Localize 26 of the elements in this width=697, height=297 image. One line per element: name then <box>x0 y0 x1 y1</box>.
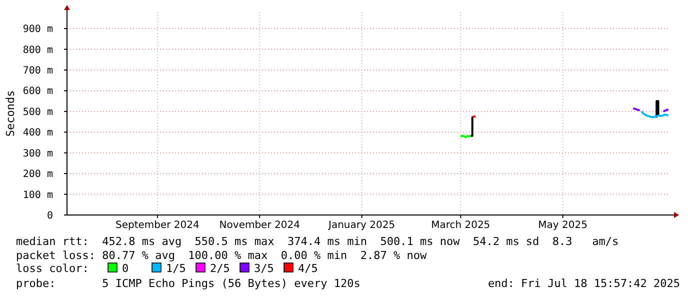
x-tick-label: January 2025 <box>328 220 396 231</box>
legend-label: 1/5 <box>166 262 186 275</box>
x-tick-label: May 2025 <box>538 220 588 231</box>
text: packet loss: 80.77 % avg 100.00 % max 0.00 % min 2.87 % now <box>16 249 427 262</box>
y-tick-label: 800 m <box>22 44 53 56</box>
y-tick-label: 600 m <box>22 86 53 98</box>
legend-label: 3/5 <box>254 262 274 275</box>
x-tick-label: March 2025 <box>431 220 490 231</box>
y-axis-title: Seconds <box>4 90 17 137</box>
text: probe: 5 ICMP Echo Pings (56 Bytes) every 120s <box>16 277 360 290</box>
text: end: Fri Jul 18 15:57:42 2025 <box>488 277 680 290</box>
legend-label: 2/5 <box>210 262 230 275</box>
x-tick-label: September 2024 <box>115 220 200 231</box>
legend-title: loss color: <box>16 262 89 275</box>
y-tick-label: 0 <box>46 210 53 222</box>
y-tick-label: 500 m <box>22 106 53 118</box>
text: median rtt: 452.8 ms avg 550.5 ms max 374.4 ms min 500.1 ms now 54.2 ms sd 8.3 am/s <box>16 235 619 248</box>
y-tick-label: 300 m <box>22 148 53 160</box>
y-tick-label: 200 m <box>22 169 53 180</box>
x-tick-label: November 2024 <box>219 220 300 231</box>
legend-label: 4/5 <box>298 262 318 275</box>
y-tick-label: 100 m <box>22 190 53 201</box>
y-tick-label: 700 m <box>22 66 53 76</box>
y-tick-label: 900 m <box>22 24 53 36</box>
y-tick-label: 400 m <box>22 128 53 139</box>
legend-label: 0 <box>122 262 129 275</box>
